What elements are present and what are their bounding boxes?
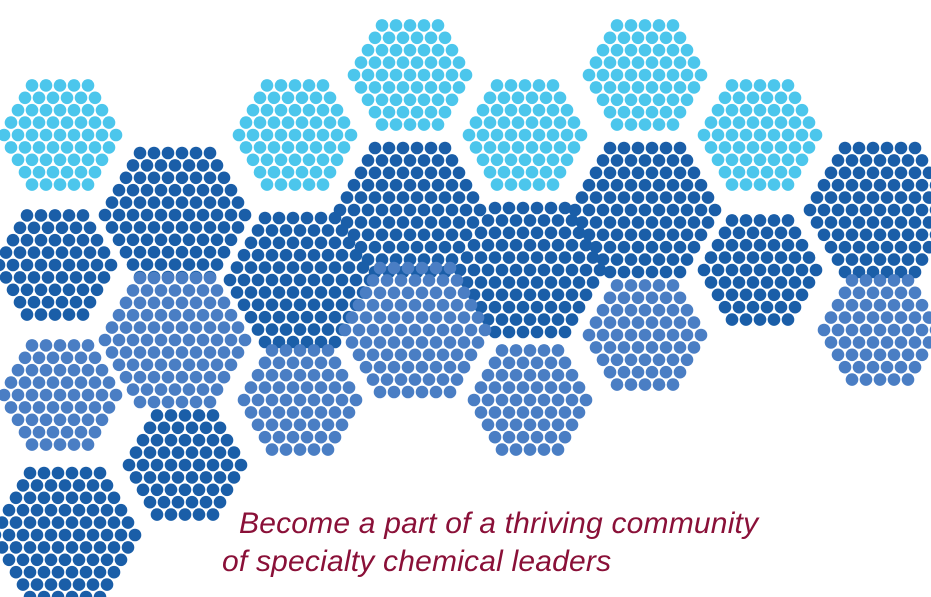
hex-cluster (333, 141, 487, 279)
hex-cluster (98, 146, 252, 284)
tagline: Become a part of a thriving community of… (222, 505, 922, 581)
hex-cluster (697, 214, 823, 326)
hex-cluster (347, 19, 473, 131)
hex-cluster (0, 209, 118, 321)
hex-cluster (223, 211, 377, 349)
hex-cluster (0, 339, 123, 451)
hex-cluster (803, 141, 931, 279)
hex-cluster (467, 344, 593, 456)
hex-cluster (0, 79, 123, 191)
hex-cluster (582, 279, 708, 391)
tagline-line-1: Become a part of a thriving community (239, 507, 759, 540)
hex-cluster (453, 201, 607, 339)
tagline-line-2: of specialty chemical leaders (222, 545, 612, 578)
hex-cluster (568, 141, 722, 279)
hex-cluster (122, 409, 248, 521)
hex-cluster (697, 79, 823, 191)
hex-cluster (817, 274, 931, 386)
hex-cluster (237, 344, 363, 456)
hex-cluster (462, 79, 588, 191)
hex-cluster (338, 261, 492, 399)
hex-cluster (0, 466, 142, 597)
hex-cluster (582, 19, 708, 131)
hex-cluster (98, 271, 252, 409)
hex-cluster (232, 79, 358, 191)
